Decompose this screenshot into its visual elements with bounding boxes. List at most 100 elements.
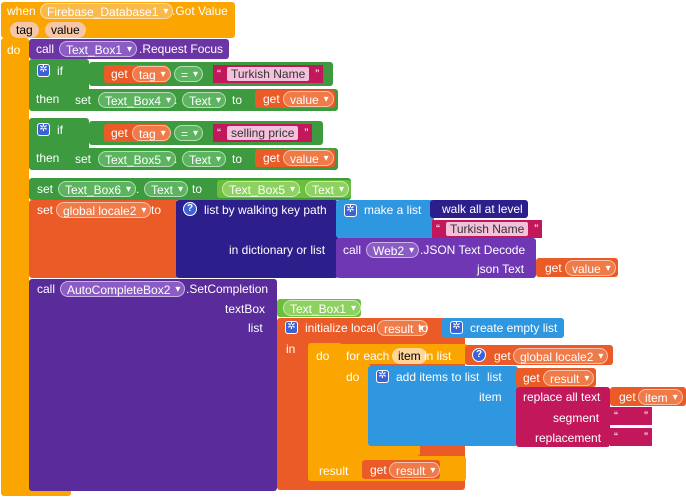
- string-value: Turkish Name: [227, 67, 310, 81]
- autocomplete-dropdown[interactable]: AutoCompleteBox2: [60, 281, 186, 298]
- list-label: list: [248, 321, 263, 335]
- help-icon[interactable]: ?: [183, 202, 197, 216]
- call-label: call: [37, 282, 56, 296]
- walk-key-path-block[interactable]: [176, 200, 338, 278]
- text-prop-dropdown-2[interactable]: Text: [182, 151, 227, 168]
- help-icon[interactable]: ?: [472, 348, 486, 362]
- param-value[interactable]: value: [45, 22, 86, 38]
- string-turkish-2[interactable]: Turkish Name: [432, 220, 543, 238]
- src-prop-dropdown[interactable]: Text: [305, 181, 350, 198]
- for-each-bottom: [340, 444, 420, 456]
- get-label: get: [494, 349, 511, 363]
- init-local-label: initialize local: [305, 321, 376, 335]
- json-method: .JSON Text Decode: [420, 243, 526, 257]
- call-label: call: [36, 42, 55, 56]
- eq-dropdown-1[interactable]: =: [174, 66, 204, 83]
- do-label: do: [346, 370, 360, 384]
- component-dropdown[interactable]: Firebase_Database1: [40, 3, 174, 20]
- global-dropdown-2[interactable]: global locale2: [513, 348, 609, 365]
- string-value: Turkish Name: [446, 222, 529, 236]
- textbox1-dropdown[interactable]: Text_Box1: [283, 300, 362, 317]
- event-do-spine: [1, 38, 29, 490]
- string-turkish-1[interactable]: Turkish Name: [213, 65, 324, 83]
- replacement-label: replacement: [535, 431, 602, 445]
- tag-dropdown-2[interactable]: tag: [132, 125, 171, 142]
- item-dropdown[interactable]: item: [638, 389, 683, 406]
- dot-sep: .: [174, 93, 178, 107]
- focus-method: .Request Focus: [139, 42, 224, 56]
- text-prop-dropdown-1[interactable]: Text: [182, 92, 227, 109]
- value-dropdown-3[interactable]: value: [565, 260, 616, 277]
- event-name: .Got Value: [172, 4, 228, 18]
- setcompletion-method: .SetCompletion: [186, 282, 269, 296]
- create-list-gear-icon[interactable]: ✲: [450, 321, 463, 334]
- result-dropdown-2[interactable]: result: [389, 462, 441, 479]
- set-label: set: [75, 93, 92, 107]
- textbox6-dropdown[interactable]: Text_Box6: [58, 181, 137, 198]
- when-label: when: [7, 4, 36, 18]
- init-gear-icon[interactable]: ✲: [285, 321, 298, 334]
- set-label: set: [37, 203, 54, 217]
- in-label: in: [286, 342, 296, 356]
- if-label: if: [57, 64, 63, 78]
- do-label: do: [7, 43, 21, 57]
- textbox4-dropdown[interactable]: Text_Box4: [98, 92, 177, 109]
- to-label: to: [232, 93, 243, 107]
- to-label: to: [151, 203, 162, 217]
- src-component-dropdown[interactable]: Text_Box5: [222, 181, 301, 198]
- item-var[interactable]: item: [392, 348, 427, 364]
- dot-sep: .: [136, 182, 140, 196]
- dot-sep: .: [298, 182, 302, 196]
- replace-all-block[interactable]: [516, 387, 610, 447]
- walk-all-label: walk all at level: [442, 202, 523, 216]
- segment-string[interactable]: [610, 407, 652, 425]
- call-label: call: [343, 243, 362, 257]
- set-completion-block[interactable]: [29, 279, 277, 491]
- replacement-string[interactable]: [610, 428, 652, 446]
- local-var-name[interactable]: result: [377, 320, 429, 337]
- list-label: list: [487, 370, 502, 384]
- if-gear-icon[interactable]: ✲: [37, 64, 50, 77]
- then-label: then: [36, 92, 60, 106]
- walk-label: list by walking key path: [204, 203, 327, 217]
- eq-dropdown-2[interactable]: =: [174, 125, 204, 142]
- create-empty-label: create empty list: [470, 321, 558, 335]
- value-dropdown-1[interactable]: value: [283, 91, 334, 108]
- replace-all-label: replace all text: [523, 390, 601, 404]
- global-var-dropdown[interactable]: global locale2: [56, 202, 152, 219]
- for-each-spine: [340, 344, 370, 456]
- focus-component-dropdown[interactable]: Text_Box1: [59, 41, 138, 58]
- get-label: get: [263, 151, 280, 165]
- then-label: then: [36, 151, 60, 165]
- if-label: if: [57, 123, 63, 137]
- set-label: set: [37, 182, 54, 196]
- in-dict-label: in dictionary or list: [229, 243, 326, 257]
- string-selling-price[interactable]: selling price: [213, 124, 313, 142]
- text-prop-dropdown-6[interactable]: Text: [144, 181, 189, 198]
- get-label: get: [523, 371, 540, 385]
- json-text-label: json Text: [477, 262, 525, 276]
- add-items-block[interactable]: [368, 366, 518, 446]
- get-label: get: [619, 390, 636, 404]
- textbox-label: textBox: [225, 302, 266, 316]
- value-dropdown-2[interactable]: value: [283, 150, 334, 167]
- add-items-gear-icon[interactable]: ✲: [376, 370, 389, 383]
- textbox5-dropdown[interactable]: Text_Box5: [98, 151, 177, 168]
- list-gear-icon[interactable]: ✲: [344, 204, 357, 217]
- create-empty-list-block[interactable]: [442, 318, 564, 338]
- param-tag[interactable]: tag: [10, 22, 39, 38]
- in-list-label: in list: [424, 349, 452, 363]
- web-dropdown[interactable]: Web2: [366, 242, 420, 259]
- do-label: do: [316, 349, 330, 363]
- add-items-label: add items to list: [396, 370, 480, 384]
- to-label: to: [192, 182, 203, 196]
- walk-all-block[interactable]: [430, 200, 528, 218]
- if-gear-icon[interactable]: ✲: [37, 123, 50, 136]
- set-label: set: [75, 152, 92, 166]
- dot-sep: .: [174, 152, 178, 166]
- tag-dropdown-1[interactable]: tag: [132, 66, 171, 83]
- to-label: to: [232, 152, 243, 166]
- to-label: to: [418, 321, 429, 335]
- result-dropdown-1[interactable]: result: [543, 370, 595, 387]
- result-label: result: [319, 464, 349, 478]
